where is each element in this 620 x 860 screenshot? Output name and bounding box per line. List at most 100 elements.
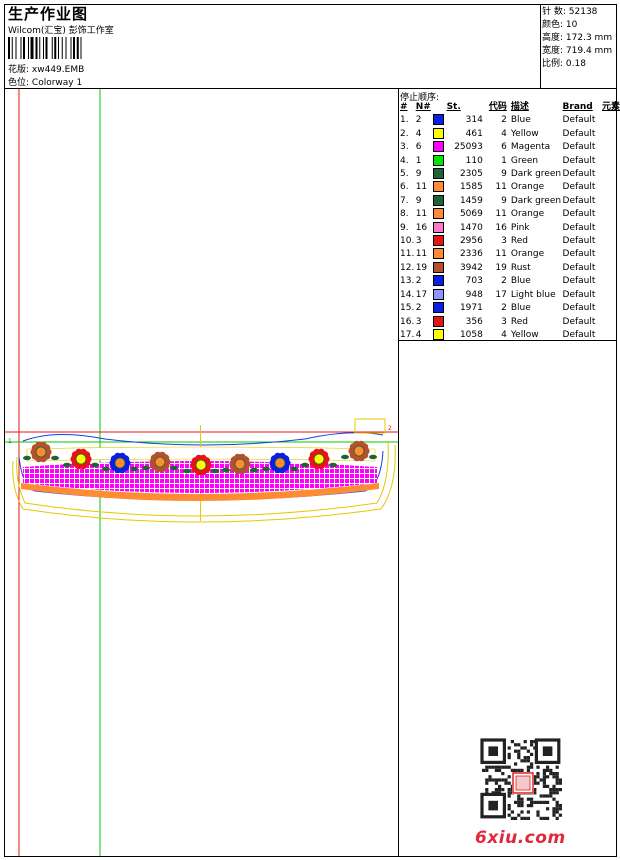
design-preview: 1 2 bbox=[5, 89, 398, 856]
blue-outline-top bbox=[22, 432, 384, 446]
row-element bbox=[598, 181, 620, 194]
row-needle: 11 bbox=[415, 249, 428, 260]
specs-divider bbox=[540, 4, 541, 88]
table-row: 15. 2 1971 2 Blue Default bbox=[399, 302, 620, 315]
row-code: 11 bbox=[495, 249, 507, 260]
spec-width: 宽度: 719.4 mm bbox=[542, 45, 612, 58]
row-seq: 6. bbox=[400, 182, 409, 193]
row-brand: Default bbox=[562, 195, 596, 206]
row-description: Green bbox=[510, 155, 539, 166]
color-swatch bbox=[433, 248, 445, 260]
row-element bbox=[598, 208, 620, 221]
flower-motif bbox=[301, 448, 337, 470]
row-description: Orange bbox=[510, 249, 545, 260]
spec-label: 宽度: bbox=[542, 46, 564, 56]
row-code: 2 bbox=[501, 115, 507, 126]
design-label: 花版: bbox=[8, 65, 30, 75]
row-needle: 2 bbox=[415, 303, 422, 314]
row-needle: 4 bbox=[415, 128, 422, 139]
row-brand: Default bbox=[562, 249, 596, 260]
table-row: 12. 19 3942 19 Rust Default bbox=[399, 261, 620, 275]
row-code: 4 bbox=[501, 329, 507, 340]
row-seq: 4. bbox=[400, 155, 409, 166]
row-swatch bbox=[433, 328, 446, 342]
row-swatch bbox=[433, 141, 446, 154]
row-seq: 8. bbox=[400, 209, 409, 220]
row-seq: 3. bbox=[400, 142, 409, 153]
color-swatch bbox=[433, 328, 445, 340]
row-stitches: 1971 bbox=[459, 303, 483, 314]
row-element bbox=[598, 222, 620, 235]
table-row: 17. 4 1058 4 Yellow Default bbox=[399, 328, 620, 342]
row-needle: 6 bbox=[415, 142, 422, 153]
table-bottom-rule bbox=[398, 340, 617, 341]
row-needle: 4 bbox=[415, 329, 422, 340]
row-stitches: 314 bbox=[465, 115, 483, 126]
spec-stitches: 针 数: 52138 bbox=[542, 6, 612, 19]
row-brand: Default bbox=[562, 209, 596, 220]
row-element bbox=[598, 114, 620, 127]
colorway-value: Colorway 1 bbox=[31, 78, 83, 88]
table-row: 4. 1 110 1 Green Default bbox=[399, 154, 620, 168]
row-needle: 9 bbox=[415, 169, 422, 180]
row-stitches: 356 bbox=[465, 316, 483, 327]
flower-motif bbox=[183, 454, 219, 476]
row-swatch bbox=[433, 181, 446, 194]
row-stitches: 110 bbox=[465, 155, 483, 166]
col-seq: # bbox=[400, 102, 408, 112]
page-frame bbox=[4, 4, 617, 857]
row-code: 4 bbox=[501, 128, 507, 139]
row-stitches: 2956 bbox=[459, 236, 483, 247]
company-name: Wilcom(汇宝) 彭饰工作室 bbox=[8, 26, 114, 36]
row-seq: 17. bbox=[400, 329, 415, 340]
row-code: 6 bbox=[501, 142, 507, 153]
row-code: 3 bbox=[501, 316, 507, 327]
row-stitches: 461 bbox=[465, 128, 483, 139]
spec-value: 0.18 bbox=[565, 59, 586, 69]
row-needle: 3 bbox=[415, 316, 422, 327]
row-swatch bbox=[433, 221, 446, 235]
row-needle: 17 bbox=[415, 289, 428, 300]
spec-value: 172.3 mm bbox=[565, 33, 613, 43]
row-swatch bbox=[433, 315, 446, 329]
row-brand: Default bbox=[562, 115, 596, 126]
row-code: 11 bbox=[495, 209, 507, 220]
color-swatch bbox=[433, 288, 445, 300]
row-seq: 11. bbox=[400, 249, 415, 260]
outer-outline-2 bbox=[12, 444, 396, 523]
row-seq: 5. bbox=[400, 169, 409, 180]
design-file: xw449.EMB bbox=[31, 65, 85, 75]
row-swatch bbox=[433, 288, 446, 302]
table-row: 11. 11 2336 11 Orange Default bbox=[399, 248, 620, 261]
spec-colors: 颜色: 10 bbox=[542, 19, 612, 32]
table-row: 6. 11 1585 11 Orange Default bbox=[399, 181, 620, 194]
row-needle: 11 bbox=[415, 209, 428, 220]
color-swatch bbox=[433, 141, 445, 153]
table-row: 1. 2 314 2 Blue Default bbox=[399, 114, 620, 127]
table-row: 2. 4 461 4 Yellow Default bbox=[399, 127, 620, 141]
panel-divider bbox=[398, 88, 399, 857]
col-brand: Brand bbox=[562, 102, 593, 112]
row-swatch bbox=[433, 127, 446, 141]
row-element bbox=[598, 155, 620, 168]
row-element bbox=[598, 128, 620, 141]
design-row: 花版: xw449.EMB bbox=[8, 62, 84, 75]
row-needle: 2 bbox=[415, 276, 422, 287]
row-needle: 9 bbox=[415, 195, 422, 206]
row-code: 9 bbox=[501, 195, 507, 206]
color-swatch bbox=[433, 168, 445, 180]
row-seq: 12. bbox=[400, 262, 415, 273]
stop-sequence-table: # N# St. 代码 描述 Brand 元素 1. 2 314 2 Blue Defau… bbox=[399, 101, 620, 342]
row-stitches: 5069 bbox=[459, 209, 483, 220]
row-brand: Default bbox=[562, 222, 596, 233]
row-seq: 14. bbox=[400, 289, 415, 300]
row-element bbox=[598, 141, 620, 154]
flower-motif bbox=[142, 451, 178, 473]
row-needle: 2 bbox=[415, 115, 422, 126]
row-swatch bbox=[433, 235, 446, 248]
row-description: Blue bbox=[510, 303, 531, 314]
row-stitches: 703 bbox=[465, 276, 483, 287]
col-code: 代码 bbox=[488, 102, 507, 112]
row-description: Rust bbox=[510, 262, 531, 273]
row-needle: 1 bbox=[415, 155, 422, 166]
